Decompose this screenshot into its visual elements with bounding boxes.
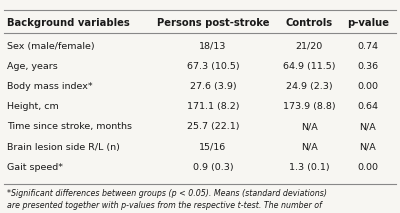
Text: 25.7 (22.1): 25.7 (22.1) — [187, 122, 239, 131]
Text: 64.9 (11.5): 64.9 (11.5) — [283, 62, 335, 71]
Text: 21/20: 21/20 — [295, 42, 323, 50]
Text: 0.64: 0.64 — [358, 102, 378, 111]
Text: 0.00: 0.00 — [358, 82, 378, 91]
Text: Sex (male/female): Sex (male/female) — [7, 42, 95, 50]
Text: 1.3 (0.1): 1.3 (0.1) — [289, 163, 329, 172]
Text: Brain lesion side R/L (n): Brain lesion side R/L (n) — [7, 143, 120, 152]
Text: are presented together with p-values from the respective t-test. The number of: are presented together with p-values fro… — [7, 201, 322, 210]
Text: Background variables: Background variables — [7, 18, 130, 28]
Text: 0.9 (0.3): 0.9 (0.3) — [193, 163, 233, 172]
Text: Height, cm: Height, cm — [7, 102, 59, 111]
Text: N/A: N/A — [301, 122, 317, 131]
Text: p-value: p-value — [347, 18, 389, 28]
Text: 24.9 (2.3): 24.9 (2.3) — [286, 82, 332, 91]
Text: N/A: N/A — [360, 143, 376, 152]
Text: 18/13: 18/13 — [199, 42, 227, 50]
Text: *Significant differences between groups (p < 0.05). Means (standard deviations): *Significant differences between groups … — [7, 189, 327, 197]
Text: N/A: N/A — [301, 143, 317, 152]
Text: Body mass index*: Body mass index* — [7, 82, 93, 91]
Text: Age, years: Age, years — [7, 62, 58, 71]
Text: 0.74: 0.74 — [358, 42, 378, 50]
Text: 0.00: 0.00 — [358, 163, 378, 172]
Text: 0.36: 0.36 — [358, 62, 378, 71]
Text: Time since stroke, months: Time since stroke, months — [7, 122, 132, 131]
Text: Persons post-stroke: Persons post-stroke — [157, 18, 269, 28]
Text: 27.6 (3.9): 27.6 (3.9) — [190, 82, 236, 91]
Text: 15/16: 15/16 — [199, 143, 227, 152]
Text: N/A: N/A — [360, 122, 376, 131]
Text: 171.1 (8.2): 171.1 (8.2) — [187, 102, 239, 111]
Text: Gait speed*: Gait speed* — [7, 163, 63, 172]
Text: Controls: Controls — [286, 18, 332, 28]
Text: 67.3 (10.5): 67.3 (10.5) — [187, 62, 239, 71]
Text: 173.9 (8.8): 173.9 (8.8) — [283, 102, 335, 111]
